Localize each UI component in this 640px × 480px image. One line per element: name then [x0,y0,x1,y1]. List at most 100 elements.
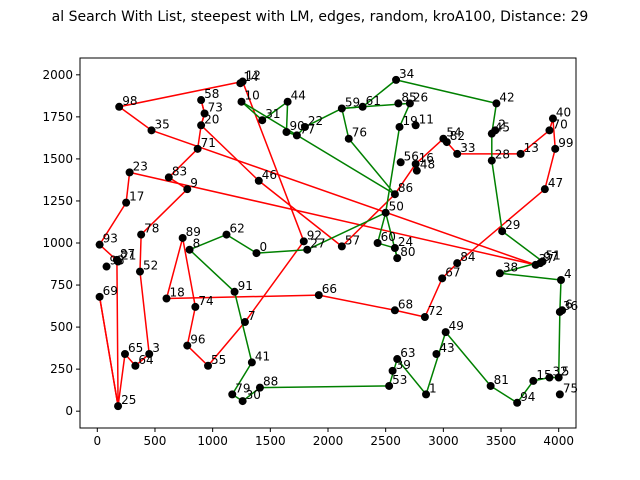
tour-edge-green [444,331,492,387]
node-label: 91 [238,279,253,293]
node-label: 28 [495,148,510,162]
node-label: 13 [524,141,539,155]
node-label: 73 [208,101,223,115]
tour-edge-red [116,259,119,407]
node-point [390,306,399,315]
tour-edge-red [168,148,199,179]
tour-edge-green [376,211,387,244]
tour-edge-red [200,124,260,182]
node-label: 15 [536,368,551,382]
node-point [557,276,566,284]
node-label: 34 [399,67,414,81]
node-point [292,131,301,140]
node-point [197,96,206,105]
tour-edge-red [125,171,131,204]
node-point [548,114,557,123]
node-label: 79 [235,381,250,395]
tour-edge-red [139,270,150,355]
node-label: 29 [505,218,520,232]
node-label: 26 [413,90,428,104]
node-label: 19 [403,114,418,128]
node-label: 57 [345,233,360,247]
node-label: 3 [152,341,160,355]
y-tick-label: 1000 [42,236,73,250]
node-point [513,398,522,407]
node-label: 25 [121,393,136,407]
node-label: 80 [400,245,415,259]
node-label: 90 [289,119,304,133]
tour-edge-green [559,279,562,313]
node-label: 93 [103,232,118,246]
tour-edge-red [552,117,556,150]
tour-edge-red [186,344,209,367]
node-label: 41 [255,349,270,363]
node-point [395,122,404,131]
node-point [200,109,209,118]
node-label: 70 [552,117,567,131]
node-label: 39 [396,358,411,372]
node-label: 68 [398,297,413,311]
node-label: 82 [450,129,465,143]
node-label: 94 [520,390,535,404]
node-label: 89 [186,225,201,239]
node-point [303,245,312,254]
node-point [453,149,462,158]
node-point [115,102,124,111]
node-point [545,373,554,382]
tour-edge-red [118,106,153,132]
tour-edge-green [231,361,253,396]
node-point [247,358,256,367]
node-label: 84 [460,250,475,264]
node-point [300,122,309,131]
node-point [237,97,246,106]
node-point [495,269,504,278]
node-label: 37 [539,252,554,266]
node-point [385,381,394,390]
node-point [238,397,247,406]
node-label: 0 [259,240,267,254]
node-label: 9 [190,176,198,190]
node-point [183,341,192,350]
tour-edge-red [394,163,417,195]
node-point [394,99,403,108]
node-point [492,99,501,108]
node-point [390,244,399,253]
node-label: 78 [144,222,159,236]
node-point [393,355,402,364]
tour-edge-green [306,211,387,251]
node-point [412,166,421,175]
x-tick-label: 3500 [486,434,517,448]
x-tick-label: 2500 [370,434,401,448]
node-point [392,75,401,84]
node-point [114,402,123,411]
tour-edge-green [395,79,498,105]
node-label: 16 [419,151,434,165]
node-point [164,173,173,182]
x-tick-label: 1000 [197,434,228,448]
node-point [373,239,382,247]
node-point [411,121,420,130]
node-label: 20 [204,112,219,126]
node-point [432,350,441,358]
node-point [396,158,405,167]
y-tick-label: 1250 [42,194,73,208]
node-label: 96 [190,333,205,347]
node-label: 69 [103,284,118,298]
node-label: 50 [389,200,404,214]
node-label: 27 [310,237,325,251]
node-point [258,116,267,125]
node-point [236,79,245,88]
tour-edge-green [341,107,350,140]
tour-edge-green [491,159,503,232]
node-point [131,361,140,370]
node-point [486,381,495,390]
y-tick-label: 1750 [42,110,73,124]
y-tick-label: 500 [50,320,73,334]
node-label: 42 [499,90,514,104]
node-label: 52 [143,259,158,273]
node-label: 55 [211,353,226,367]
tour-edge-red [181,237,197,308]
tour-edge-green [398,102,411,128]
tour-edge-green [499,272,562,281]
